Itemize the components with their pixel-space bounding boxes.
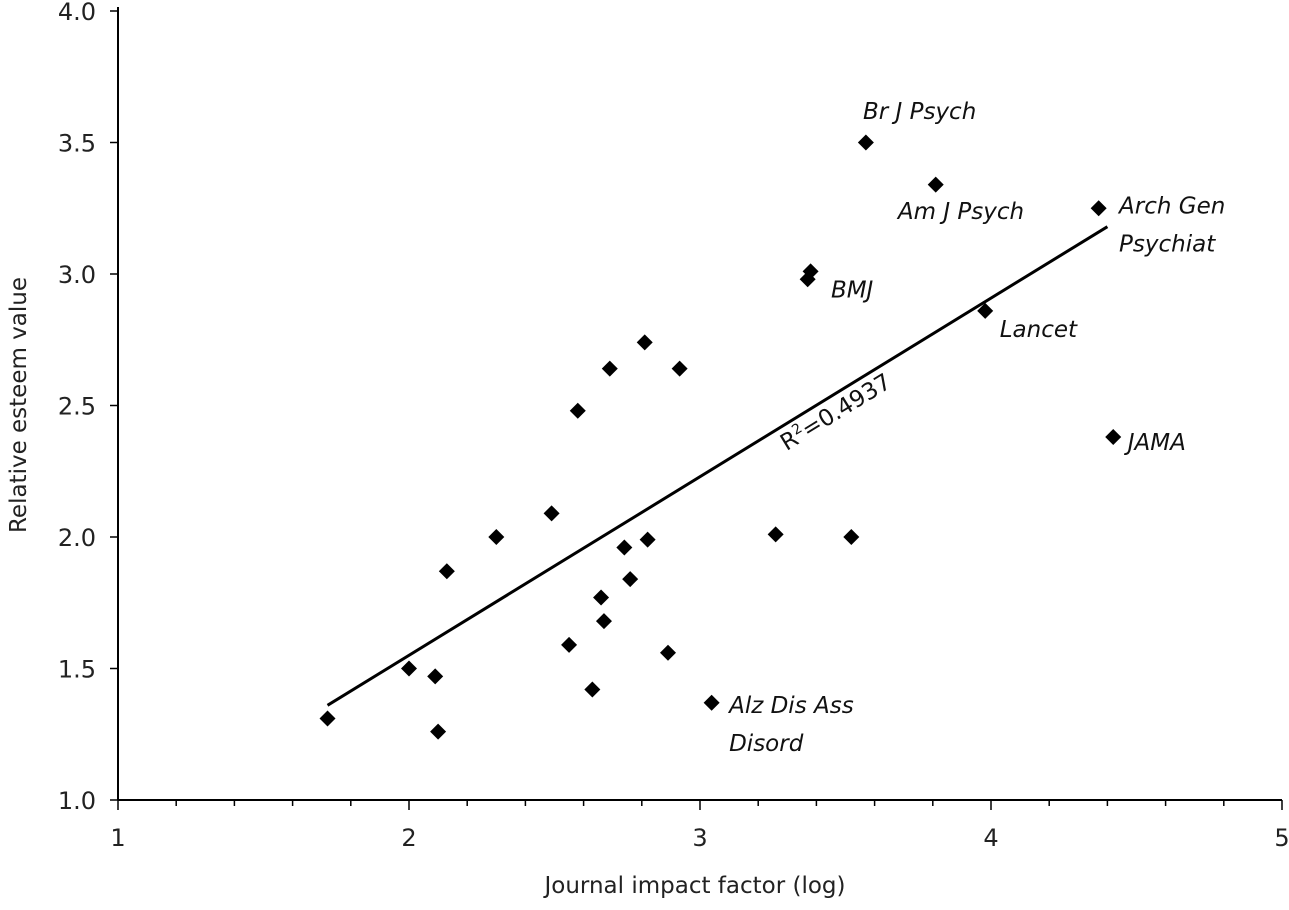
point-label-lancet: Lancet [1000, 317, 1078, 343]
x-tick-label: 4 [983, 824, 998, 852]
data-point [977, 302, 994, 319]
y-tick-label: 3.5 [58, 130, 96, 158]
y-tick-label: 2.5 [58, 393, 96, 421]
data-point [427, 668, 444, 685]
point-label-jama: JAMA [1124, 430, 1186, 456]
data-point [1105, 429, 1122, 446]
point-label-bmj: BMJ [831, 278, 874, 304]
axis-ticks: 1.0 1.5 2.0 2.5 3.0 3.5 4.0 1 2 3 4 5 [58, 0, 1289, 852]
y-tick-label: 1.5 [58, 656, 96, 684]
data-point [430, 723, 447, 740]
x-tick-label: 3 [692, 824, 707, 852]
trendline-group: R2=0.4937 [326, 225, 1109, 707]
data-point [595, 613, 612, 630]
data-point [569, 402, 586, 419]
data-point [622, 571, 639, 588]
point-label-arch-gen-psychiat: Arch Gen Psychiat [1117, 194, 1225, 258]
y-axis-title: Relative esteem value [6, 277, 32, 533]
y-tick-label: 4.0 [58, 0, 96, 26]
data-point [1090, 200, 1107, 217]
y-tick-label: 3.0 [58, 261, 96, 289]
data-point [401, 660, 417, 677]
data-point [857, 134, 874, 151]
data-point [616, 539, 633, 556]
data-point [802, 263, 819, 280]
data-point [601, 360, 618, 377]
x-tick-label: 2 [401, 824, 416, 852]
data-point [636, 334, 653, 351]
data-point [593, 589, 610, 606]
data-point [438, 563, 455, 580]
data-point [543, 505, 560, 522]
data-point [843, 529, 860, 545]
x-tick-label: 1 [110, 824, 125, 852]
data-point [703, 694, 720, 711]
point-label-br-j-psych: Br J Psych [863, 99, 976, 125]
trendline [326, 225, 1109, 707]
data-point [639, 531, 656, 548]
point-labels: Br J Psych Am J Psych Arch Gen Psychiat BMJ L… [727, 99, 1225, 757]
x-tick-label: 5 [1274, 824, 1289, 852]
data-point [488, 529, 505, 545]
r-squared-label: R2=0.4937 [776, 368, 896, 456]
data-point [671, 360, 688, 377]
data-points [319, 134, 1122, 740]
x-axis-title: Journal impact factor (log) [542, 873, 845, 899]
data-point [767, 526, 784, 543]
data-point [659, 644, 676, 661]
point-label-alz-dis-ass-disord: Alz Dis Ass Disord [727, 693, 854, 757]
data-point [927, 176, 944, 193]
data-point [319, 710, 336, 727]
data-point [561, 636, 578, 653]
point-label-am-j-psych: Am J Psych [896, 199, 1024, 225]
data-point [584, 681, 601, 698]
y-tick-label: 1.0 [58, 787, 96, 815]
y-tick-label: 2.0 [58, 524, 96, 552]
